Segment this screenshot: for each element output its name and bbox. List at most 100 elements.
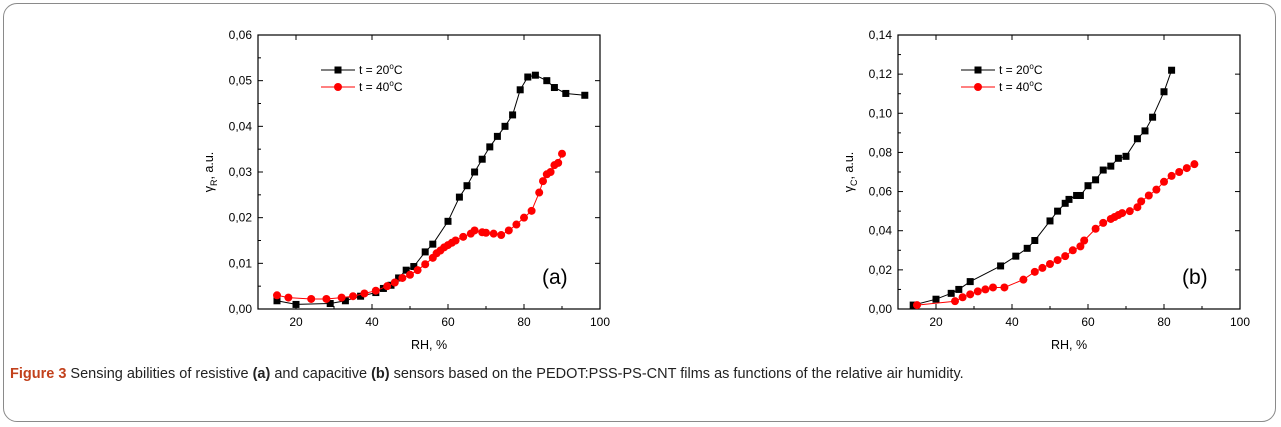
legend-swatch-marker <box>974 83 982 91</box>
data-point-1 <box>543 77 551 85</box>
x-tick-label: 40 <box>365 315 379 329</box>
data-point-1 <box>402 266 410 274</box>
y-tick-label: 0,04 <box>869 224 893 238</box>
data-point-1 <box>471 168 479 176</box>
data-point-1 <box>997 262 1005 270</box>
data-point-1 <box>1084 182 1092 190</box>
data-point-1 <box>1046 217 1054 225</box>
data-point-1 <box>1061 199 1069 207</box>
data-point-2 <box>398 273 407 282</box>
data-point-2 <box>390 278 399 287</box>
data-point-1 <box>1099 166 1107 174</box>
data-point-2 <box>1133 203 1142 212</box>
data-point-1 <box>531 71 539 79</box>
legend-degree-sign: o <box>1029 62 1034 71</box>
data-point-2 <box>349 292 357 301</box>
data-point-2 <box>322 294 331 303</box>
data-point-1 <box>947 289 955 297</box>
data-point-1 <box>273 297 281 305</box>
data-point-2 <box>1053 256 1062 265</box>
caption-text-2: and capacitive <box>270 366 372 382</box>
data-point-2 <box>1144 191 1153 200</box>
data-point-2 <box>558 149 566 158</box>
y-axis-label-unit: , a.u. <box>842 152 856 180</box>
y-tick-label: 0,00 <box>229 302 253 316</box>
chart-panel-b: 20 40 60 80 100 0,00 0,02 0,04 0,06 0,08 0,10 0,12 0… <box>842 28 1250 352</box>
data-point-2 <box>1190 160 1199 169</box>
data-point-2 <box>1046 259 1054 268</box>
data-point-2 <box>981 285 990 294</box>
data-point-2 <box>360 289 369 298</box>
data-point-2 <box>527 206 536 215</box>
y-axis-label: γC, a.u. <box>842 152 859 193</box>
x-tick-label: 80 <box>517 315 531 329</box>
x-tick-label: 40 <box>1005 315 1019 329</box>
data-point-2 <box>1061 252 1070 261</box>
data-point-1 <box>1114 154 1122 162</box>
data-point-2 <box>973 287 982 296</box>
data-point-1 <box>501 122 509 130</box>
data-point-2 <box>1019 275 1028 284</box>
data-point-2 <box>489 229 498 238</box>
data-point-2 <box>1167 171 1176 180</box>
figure-caption: Figure 3 Sensing abilities of resistive … <box>10 364 1240 384</box>
legend-degree-sign: o <box>1029 79 1034 88</box>
data-point-2 <box>1175 168 1184 176</box>
x-tick-label: 100 <box>590 315 610 329</box>
data-point-1 <box>1054 207 1062 215</box>
data-point-2 <box>383 282 392 291</box>
data-point-2 <box>989 283 997 292</box>
x-axis-label: RH, % <box>1051 338 1087 352</box>
legend-degree-sign: o <box>389 79 394 88</box>
data-point-1 <box>486 143 494 151</box>
data-point-2 <box>482 228 490 237</box>
y-tick-label: 0,03 <box>229 165 253 179</box>
data-point-2 <box>1030 267 1039 276</box>
data-point-2 <box>546 168 555 176</box>
data-point-1 <box>966 278 974 286</box>
data-point-1 <box>932 295 940 303</box>
chart-panel-a: 20 40 60 80 100 0,00 0,01 0,02 0,03 0,04 0,05 0,06 R… <box>202 28 610 352</box>
data-point-1 <box>1073 191 1081 199</box>
data-point-2 <box>539 177 547 186</box>
x-tick-label: 80 <box>1157 315 1171 329</box>
data-point-2 <box>371 286 380 295</box>
data-point-1 <box>1031 237 1039 244</box>
y-tick-label: 0,08 <box>869 145 893 159</box>
y-axis-label-subscript: R <box>209 179 219 186</box>
caption-label-a: (a) <box>252 366 271 382</box>
y-tick-label: 0,02 <box>229 211 253 225</box>
data-point-2 <box>554 158 563 167</box>
data-point-2 <box>497 231 506 240</box>
data-point-1 <box>1107 162 1115 170</box>
legend-degree-sign: o <box>389 62 394 71</box>
data-point-2 <box>1080 236 1089 245</box>
y-tick-label: 0,06 <box>869 185 893 199</box>
y-tick-label: 0,00 <box>869 302 893 316</box>
data-point-2 <box>284 293 293 302</box>
data-point-1 <box>1092 176 1100 184</box>
caption-figure-label: Figure 3 <box>10 366 67 382</box>
data-point-1 <box>581 91 589 99</box>
y-tick-label: 0,04 <box>229 119 253 133</box>
data-point-2 <box>459 232 468 241</box>
data-point-1 <box>1133 135 1141 143</box>
data-point-1 <box>1149 113 1157 121</box>
panel-label: (b) <box>1182 266 1208 289</box>
data-point-2 <box>1152 185 1161 194</box>
data-point-2 <box>504 226 513 235</box>
data-point-1 <box>410 263 418 271</box>
legend-swatch-marker <box>334 66 342 74</box>
data-point-2 <box>413 266 422 275</box>
data-point-1 <box>516 86 524 94</box>
data-point-2 <box>1099 218 1108 227</box>
data-point-2 <box>535 188 544 197</box>
data-point-2 <box>1076 242 1085 251</box>
data-point-2 <box>1137 197 1146 206</box>
x-tick-label: 100 <box>1230 315 1250 329</box>
data-point-1 <box>379 284 387 292</box>
data-point-1 <box>524 73 532 81</box>
y-axis-label-symbol: γ <box>842 185 856 192</box>
data-point-2 <box>1125 207 1134 216</box>
legend-label: t = 40oC <box>999 79 1043 94</box>
